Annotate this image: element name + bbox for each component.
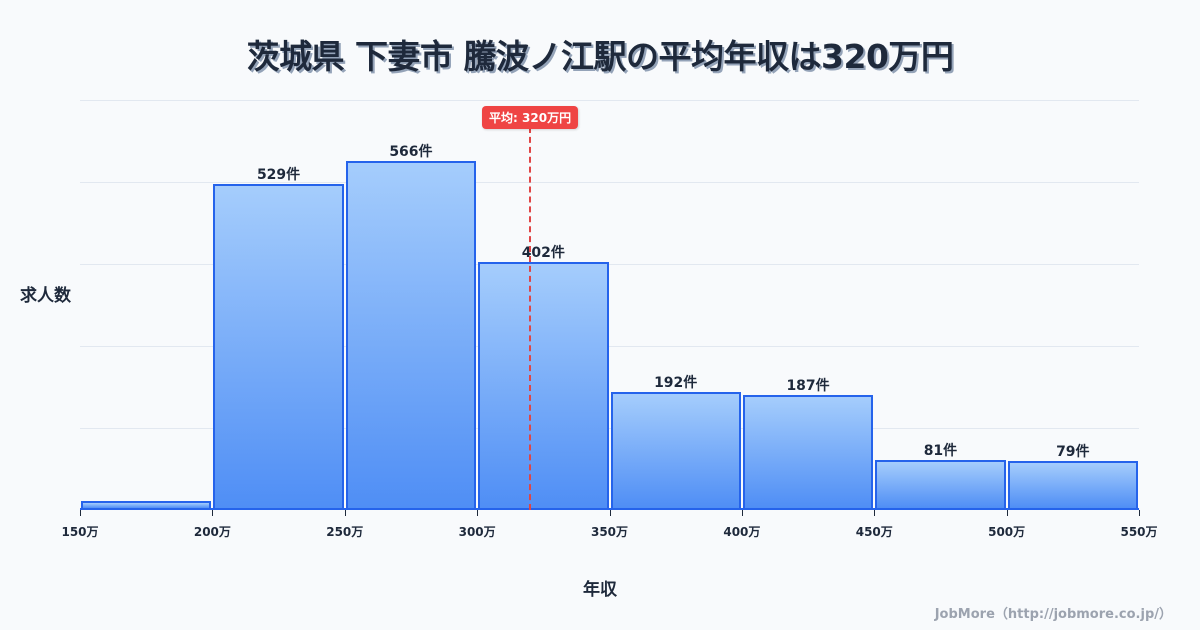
x-axis-line	[80, 508, 1139, 510]
bar-value-label: 529件	[256, 166, 301, 183]
source-credit: JobMore（http://jobmore.co.jp/）	[934, 607, 1172, 622]
chart-title: 茨城県 下妻市 騰波ノ江駅の平均年収は320万円	[246, 37, 954, 76]
histogram-bar: 192件	[610, 375, 741, 510]
x-axis-label: 年収	[583, 580, 617, 600]
bar-value-label: 402件	[521, 245, 565, 262]
gridline	[80, 100, 1139, 101]
x-tick-mark	[741, 510, 743, 516]
x-tick-mark	[1006, 510, 1008, 516]
x-tick-label: 300万	[458, 525, 496, 539]
x-tick-label: 400万	[723, 525, 761, 539]
x-tick-label: 550万	[1120, 525, 1158, 539]
histogram-bar: 81件	[875, 443, 1006, 510]
x-tick-label: 200万	[193, 525, 231, 539]
histogram-bar: 566件	[345, 144, 477, 510]
bar-value-label: 187件	[786, 377, 830, 394]
gridline	[80, 428, 1139, 429]
x-tick-mark	[212, 510, 214, 516]
x-tick-mark	[344, 510, 346, 516]
y-axis-label: 求人数	[20, 286, 71, 306]
bar-value-label: 79件	[1056, 444, 1090, 461]
mean-line	[529, 127, 532, 510]
plot-area: 529件 566件 402件 192件 187件 81件 79件	[80, 100, 1140, 516]
x-tick-mark	[477, 510, 479, 516]
x-tick-mark	[874, 510, 876, 516]
gridline	[80, 346, 1139, 347]
histogram-bar: 79件	[1007, 444, 1138, 510]
x-tick-mark	[80, 510, 81, 516]
x-tick-label: 500万	[988, 525, 1026, 539]
histogram-bar: 187件	[742, 378, 874, 510]
x-tick-mark	[1139, 510, 1140, 516]
gridline	[80, 264, 1139, 265]
x-tick-mark	[609, 510, 611, 516]
x-tick-label: 350万	[590, 525, 629, 539]
bar-value-label: 81件	[923, 443, 958, 460]
mean-badge: 平均: 320万円	[482, 106, 579, 129]
gridline	[80, 182, 1139, 183]
x-tick-label: 450万	[855, 525, 893, 539]
x-tick-label: 150万	[61, 525, 99, 539]
histogram-bar: 529件	[213, 167, 344, 510]
histogram-bar: 402件	[478, 245, 609, 510]
bar-value-label: 566件	[389, 144, 433, 161]
bar-value-label: 192件	[654, 374, 698, 391]
x-tick-label: 250万	[326, 525, 364, 539]
